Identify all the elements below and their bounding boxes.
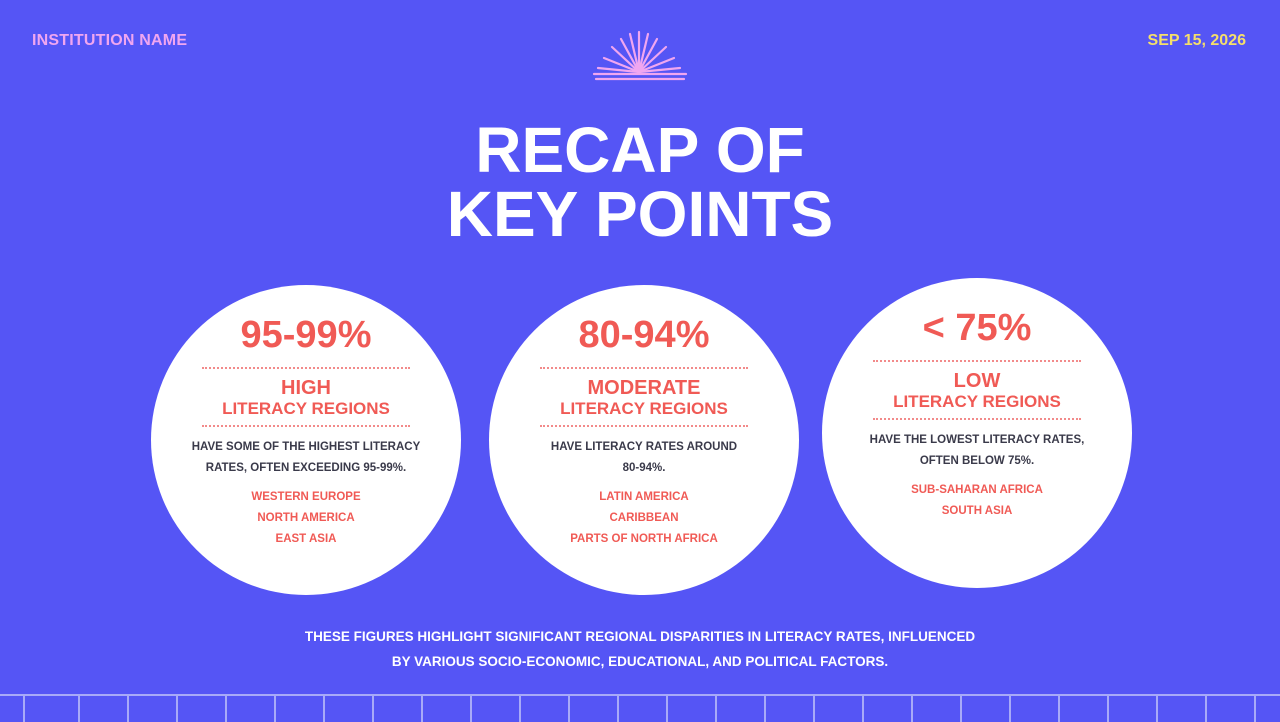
dotted-divider [540, 367, 748, 369]
region-item: SOUTH ASIA [941, 505, 1013, 517]
title-line-2: KEY POINTS [446, 178, 834, 250]
card-level: HIGH [281, 377, 331, 399]
card-description: HAVE SOME OF THE HIGHEST LITERACY RATES,… [181, 437, 431, 479]
region-item: EAST ASIA [275, 533, 337, 545]
low-literacy-card: < 75% LOW LITERACY REGIONS HAVE THE LOWE… [822, 278, 1132, 588]
card-description: HAVE THE LOWEST LITERACY RATES, OFTEN BE… [852, 430, 1102, 472]
card-level: LOW [953, 370, 1001, 392]
description-line: HAVE SOME OF THE HIGHEST LITERACY [191, 441, 421, 453]
description-line: HAVE THE LOWEST LITERACY RATES, [869, 434, 1085, 446]
region-item: LATIN AMERICA [599, 491, 689, 503]
card-level: MODERATE [587, 377, 701, 399]
high-literacy-card: 95-99% HIGH LITERACY REGIONS HAVE SOME O… [151, 285, 461, 595]
dotted-divider [202, 367, 410, 369]
region-list: SUB-SAHARAN AFRICA SOUTH ASIA [822, 480, 1132, 522]
title-line-1: RECAP OF [475, 114, 805, 186]
footer-line: THESE FIGURES HIGHLIGHT SIGNIFICANT REGI… [304, 629, 976, 644]
card-subtitle: LITERACY REGIONS [222, 399, 390, 418]
region-item: SUB-SAHARAN AFRICA [911, 484, 1043, 496]
card-percent: 80-94% [578, 314, 710, 356]
region-item: WESTERN EUROPE [251, 491, 361, 503]
card-subtitle: LITERACY REGIONS [560, 399, 728, 418]
description-line: OFTEN BELOW 75%. [919, 455, 1035, 467]
region-item: CARIBBEAN [609, 512, 679, 524]
region-list: LATIN AMERICA CARIBBEAN PARTS OF NORTH A… [489, 487, 799, 550]
region-list: WESTERN EUROPE NORTH AMERICA EAST ASIA [151, 487, 461, 550]
dotted-divider [873, 418, 1081, 420]
sunburst-icon [592, 30, 688, 81]
region-item: NORTH AMERICA [257, 512, 355, 524]
footer-line: BY VARIOUS SOCIO-ECONOMIC, EDUCATIONAL, … [391, 654, 889, 669]
institution-name: INSTITUTION NAME [32, 32, 188, 49]
dotted-divider [873, 360, 1081, 362]
presentation-date: SEP 15, 2026 [1147, 32, 1246, 49]
footer-note: THESE FIGURES HIGHLIGHT SIGNIFICANT REGI… [0, 624, 1280, 674]
description-line: RATES, OFTEN EXCEEDING 95-99%. [205, 462, 407, 474]
card-subtitle: LITERACY REGIONS [893, 392, 1061, 411]
moderate-literacy-card: 80-94% MODERATE LITERACY REGIONS HAVE LI… [489, 285, 799, 595]
card-description: HAVE LITERACY RATES AROUND 80-94%. [519, 437, 769, 479]
description-line: 80-94%. [622, 462, 666, 474]
page-title: RECAP OF KEY POINTS [0, 118, 1280, 246]
decorative-grid [0, 694, 1280, 722]
card-percent: 95-99% [240, 314, 372, 356]
dotted-divider [540, 425, 748, 427]
dotted-divider [202, 425, 410, 427]
region-item: PARTS OF NORTH AFRICA [570, 533, 718, 545]
description-line: HAVE LITERACY RATES AROUND [550, 441, 738, 453]
card-percent: < 75% [922, 307, 1032, 349]
